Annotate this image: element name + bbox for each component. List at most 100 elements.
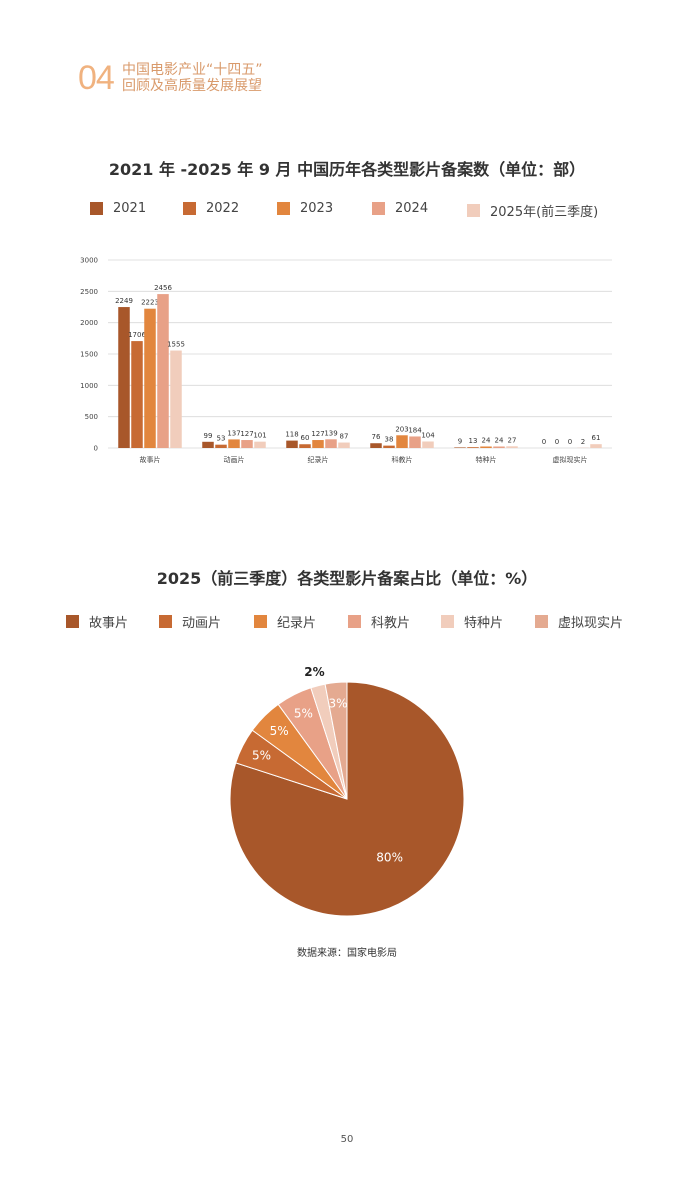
page-number: 50 — [340, 1134, 354, 1145]
legend-swatch — [254, 615, 267, 628]
y-tick-label: 1500 — [80, 351, 98, 359]
legend-item-2024: 2024 — [372, 201, 428, 216]
bar — [254, 441, 266, 448]
legend-label: 虚拟现实片 — [558, 616, 624, 631]
bar-data-label: 61 — [592, 434, 601, 442]
bar — [370, 443, 382, 448]
bar — [383, 445, 395, 448]
bar-data-label: 2249 — [115, 297, 133, 305]
legend-swatch — [159, 615, 172, 628]
bar-data-label: 0 — [555, 438, 559, 446]
bar — [215, 444, 227, 448]
pie-data-label: 3% — [328, 696, 347, 710]
bar — [118, 307, 130, 448]
x-category-label: 动画片 — [224, 455, 245, 464]
bar-data-label: 13 — [469, 437, 478, 445]
legend-label: 科教片 — [371, 616, 411, 631]
y-tick-label: 500 — [85, 413, 98, 421]
x-category-label: 纪录片 — [308, 455, 329, 464]
legend-item-2022: 2022 — [183, 201, 239, 216]
bar-data-label: 0 — [568, 438, 572, 446]
bar — [422, 441, 434, 448]
legend-label: 2021 — [113, 201, 147, 216]
bar — [338, 442, 350, 448]
pie-data-label: 5% — [270, 724, 289, 738]
bar-data-label: 38 — [385, 436, 394, 444]
bar — [312, 440, 324, 448]
bar-data-label: 24 — [495, 436, 504, 444]
bar-data-label: 118 — [285, 431, 298, 439]
bar-data-label: 99 — [204, 432, 213, 440]
bar — [299, 444, 311, 448]
bar-data-label: 76 — [372, 433, 381, 441]
bar-data-label: 60 — [301, 434, 310, 442]
legend-swatch — [467, 204, 480, 217]
legend-swatch — [277, 202, 290, 215]
bar — [286, 440, 298, 448]
bar-data-label: 24 — [482, 436, 491, 444]
y-tick-label: 3000 — [80, 257, 98, 265]
bar — [396, 435, 408, 448]
legend-item-special: 特种片 — [441, 612, 503, 631]
legend-swatch — [372, 202, 385, 215]
bar-data-label: 2223 — [141, 299, 159, 307]
legend-item-2023: 2023 — [277, 201, 333, 216]
legend-label: 2025年(前三季度) — [490, 205, 599, 220]
bar-data-label: 1555 — [167, 341, 185, 349]
legend-item-animation: 动画片 — [159, 612, 221, 631]
legend-label: 特种片 — [464, 616, 504, 631]
x-category-label: 科教片 — [392, 455, 413, 464]
legend-swatch — [90, 202, 103, 215]
bar-data-label: 9 — [458, 437, 462, 445]
bar — [409, 436, 421, 448]
legend-item-vr: 虚拟现实片 — [535, 612, 623, 631]
y-tick-label: 2500 — [80, 288, 98, 296]
bar-data-label: 1706 — [128, 331, 146, 339]
bar-data-label: 104 — [421, 431, 435, 439]
bar-data-label: 27 — [508, 436, 517, 444]
bar — [493, 446, 505, 448]
y-tick-label: 2000 — [80, 319, 98, 327]
bar — [241, 440, 253, 448]
data-source: 数据来源：国家电影局 — [297, 948, 397, 959]
bar — [144, 308, 156, 448]
bar-data-label: 203 — [395, 425, 408, 433]
x-category-label: 虚拟现实片 — [553, 455, 588, 464]
pie-chart-title: 2025（前三季度）各类型影片备案占比（单位：%） — [156, 569, 538, 588]
legend-label: 动画片 — [182, 616, 222, 631]
section-number: 04 — [78, 59, 115, 97]
bar-data-label: 101 — [253, 432, 266, 440]
section-title-line2: 回顾及高质量发展展望 — [122, 78, 262, 94]
legend-label: 2024 — [395, 201, 429, 216]
legend-label: 2022 — [206, 201, 240, 216]
legend-item-story: 故事片 — [66, 612, 128, 631]
legend-item-2021: 2021 — [90, 201, 146, 216]
bar-data-label: 127 — [240, 430, 253, 438]
bar-chart-title: 2021 年 -2025 年 9 月 中国历年各类型影片备案数（单位：部） — [108, 160, 586, 179]
legend-label: 2023 — [300, 201, 334, 216]
bar — [480, 446, 492, 448]
bar-data-label: 53 — [217, 435, 226, 443]
bar — [506, 446, 518, 448]
legend-swatch — [66, 615, 79, 628]
y-tick-label: 1000 — [80, 382, 98, 390]
pie-slice — [324, 681, 348, 800]
bar — [467, 447, 479, 448]
bar-data-label: 87 — [340, 433, 349, 441]
legend-item-science: 科教片 — [348, 612, 410, 631]
pie-data-label: 80% — [376, 851, 403, 865]
bar — [325, 439, 337, 448]
pie-data-label: 5% — [252, 748, 271, 762]
bar — [202, 441, 214, 448]
legend-swatch — [348, 615, 361, 628]
pie-data-label: 5% — [294, 707, 313, 721]
bar-data-label: 137 — [227, 429, 240, 437]
pie-data-label: 2% — [304, 665, 324, 679]
y-tick-label: 0 — [94, 445, 98, 453]
legend-swatch — [183, 202, 196, 215]
bar-data-label: 184 — [408, 426, 422, 434]
pie-slice — [229, 681, 465, 917]
bar — [228, 439, 240, 448]
